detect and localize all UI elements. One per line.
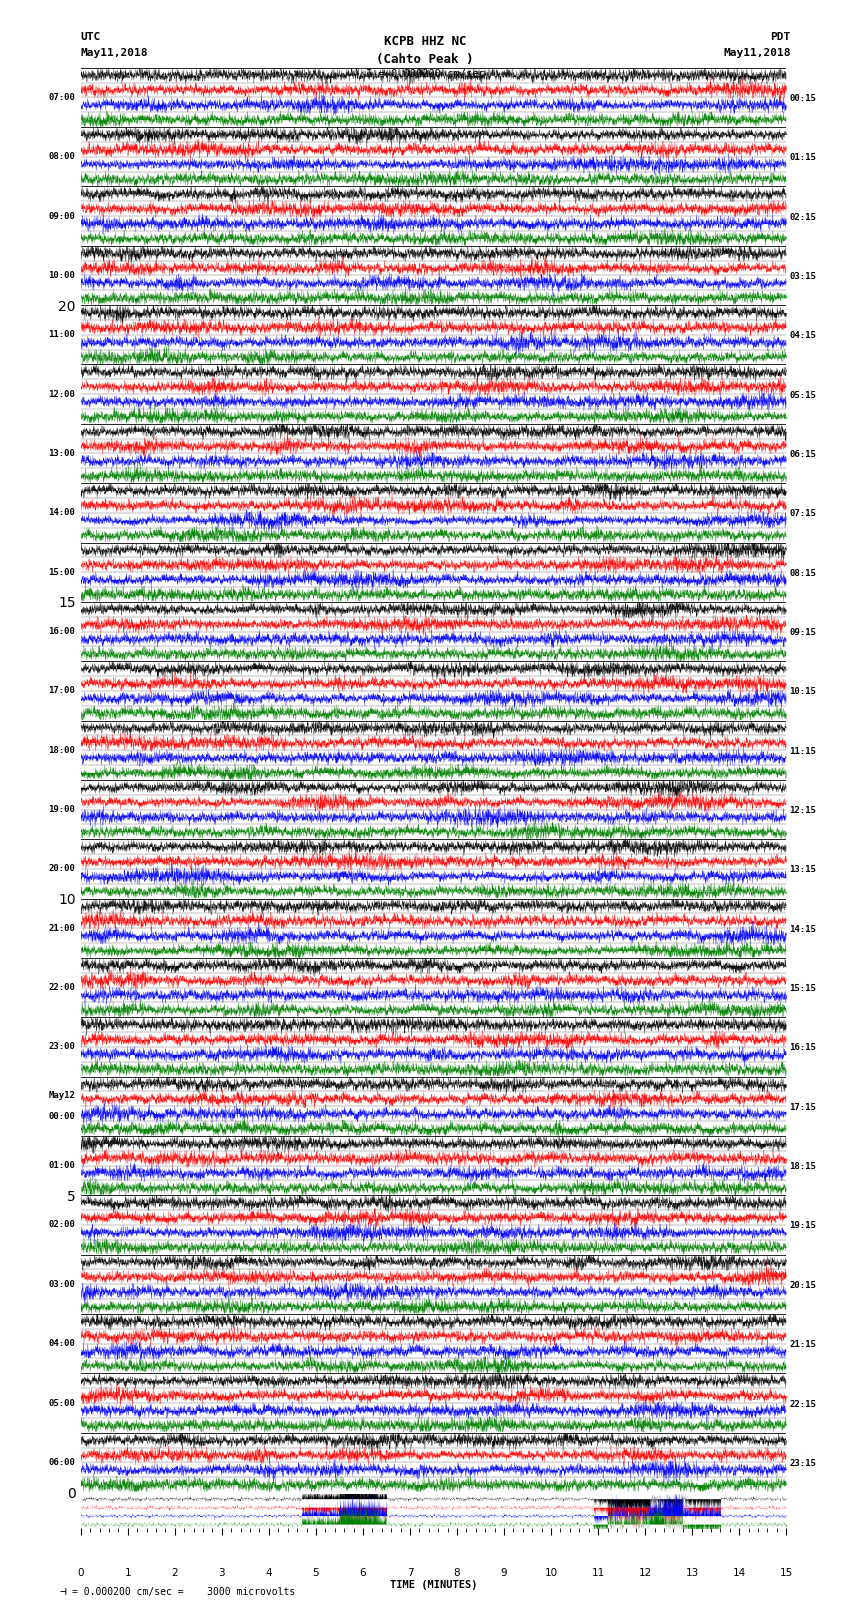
Text: I = 0.000200 cm/sec: I = 0.000200 cm/sec — [366, 69, 484, 79]
Text: 21:00: 21:00 — [48, 924, 75, 932]
Text: 06:00: 06:00 — [48, 1458, 75, 1466]
Text: KCPB HHZ NC: KCPB HHZ NC — [383, 35, 467, 48]
Text: 22:00: 22:00 — [48, 982, 75, 992]
Text: 08:00: 08:00 — [48, 152, 75, 161]
Text: May12: May12 — [48, 1090, 75, 1100]
Text: 23:00: 23:00 — [48, 1042, 75, 1052]
Text: 12:00: 12:00 — [48, 390, 75, 398]
Text: 13:00: 13:00 — [48, 448, 75, 458]
Text: 17:00: 17:00 — [48, 687, 75, 695]
Text: (Cahto Peak ): (Cahto Peak ) — [377, 53, 473, 66]
Text: 16:00: 16:00 — [48, 627, 75, 636]
Text: 07:00: 07:00 — [48, 94, 75, 102]
Text: 10:00: 10:00 — [48, 271, 75, 281]
Text: 03:00: 03:00 — [48, 1279, 75, 1289]
Text: ⊣: ⊣ — [60, 1587, 66, 1597]
Text: = 0.000200 cm/sec =    3000 microvolts: = 0.000200 cm/sec = 3000 microvolts — [72, 1587, 296, 1597]
Text: PDT: PDT — [770, 32, 790, 42]
Text: 18:00: 18:00 — [48, 745, 75, 755]
Text: 20:00: 20:00 — [48, 865, 75, 873]
Text: 15:00: 15:00 — [48, 568, 75, 577]
Text: 05:00: 05:00 — [48, 1398, 75, 1408]
Text: 11:00: 11:00 — [48, 331, 75, 339]
Text: May11,2018: May11,2018 — [723, 48, 791, 58]
Text: 04:00: 04:00 — [48, 1339, 75, 1348]
Text: May11,2018: May11,2018 — [81, 48, 148, 58]
Text: 09:00: 09:00 — [48, 211, 75, 221]
Text: 00:00: 00:00 — [48, 1113, 75, 1121]
Text: 02:00: 02:00 — [48, 1221, 75, 1229]
Text: 01:00: 01:00 — [48, 1161, 75, 1169]
Text: UTC: UTC — [81, 32, 101, 42]
Text: 19:00: 19:00 — [48, 805, 75, 815]
Text: 14:00: 14:00 — [48, 508, 75, 518]
X-axis label: TIME (MINUTES): TIME (MINUTES) — [390, 1579, 477, 1590]
